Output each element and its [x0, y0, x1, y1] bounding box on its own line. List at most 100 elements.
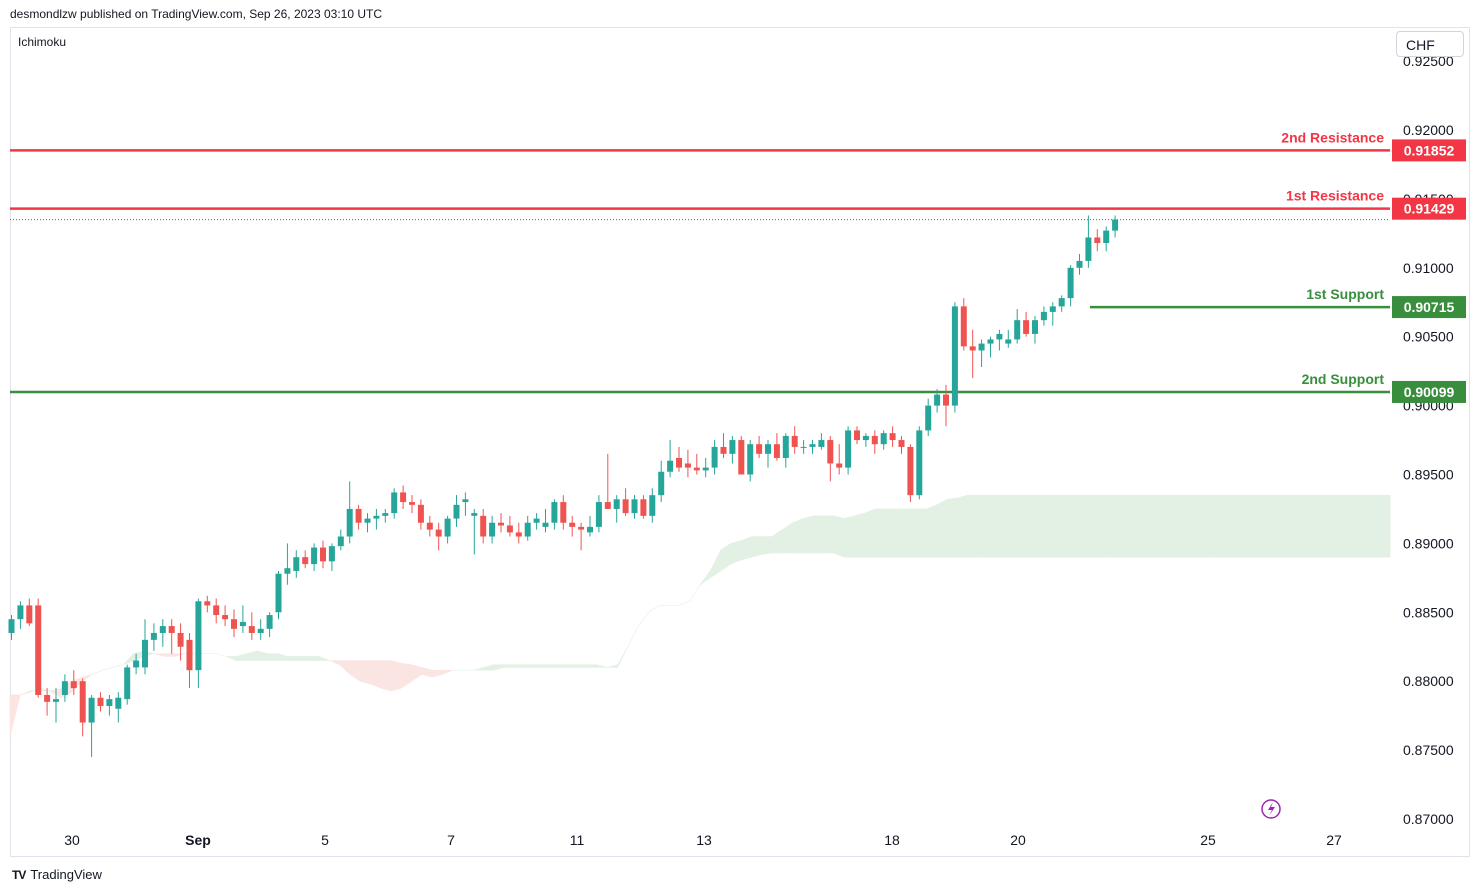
time-axis: 30 Sep 5 7 11 13 18 20 25 27 [64, 832, 1342, 848]
cloud-segment [1297, 494, 1308, 558]
candle-body [800, 446, 807, 448]
level-badge [1392, 197, 1466, 220]
cloud-segment [936, 498, 948, 558]
candle-body [400, 492, 407, 503]
cloud-segment [761, 536, 773, 555]
candle-body [1094, 237, 1101, 243]
candle [934, 389, 941, 413]
candle-body [907, 446, 914, 496]
cloud-segment [1204, 494, 1216, 558]
candle-body [417, 504, 424, 523]
cloud-segment [699, 570, 711, 585]
candle [35, 598, 42, 698]
cloud-segment [267, 653, 279, 661]
price-tick-label: 0.89000 [1403, 535, 1454, 551]
cloud-segment [946, 497, 958, 558]
cloud-segment [1173, 494, 1185, 558]
candle [257, 619, 264, 640]
candle-body [560, 502, 567, 523]
candle-body [809, 444, 816, 447]
candle-body [925, 405, 932, 431]
cloud-segment [504, 664, 515, 668]
cloud-segment [1276, 494, 1288, 558]
candle-body [222, 615, 229, 620]
candle-body [533, 518, 540, 523]
price-tick-label: 0.88500 [1403, 604, 1454, 620]
candle-body [97, 697, 104, 707]
cloud-segment [390, 660, 402, 692]
cloud-segment [596, 664, 608, 668]
cloud-segment [277, 653, 289, 661]
cloud-segment [988, 494, 999, 558]
cloud-segment [514, 664, 526, 668]
candle-body [1014, 320, 1021, 340]
candle-body [373, 515, 380, 519]
candle-body [880, 433, 887, 445]
candle-body [943, 394, 949, 406]
candle-body [257, 628, 264, 633]
cloud-segment [1152, 494, 1164, 558]
candle [604, 453, 611, 509]
cloud-segment [1379, 494, 1391, 558]
price-tick-label: 0.87000 [1403, 811, 1454, 827]
candle [284, 543, 291, 585]
candle-body [44, 694, 51, 702]
cloud-segment [926, 504, 938, 558]
cloud-segment [730, 540, 742, 565]
footer-brand[interactable]: TV TradingView [12, 867, 102, 882]
indicator-name[interactable]: Ichimoku [18, 35, 67, 49]
candle-body [506, 525, 513, 533]
cloud-segment [905, 508, 917, 558]
candle-body [720, 446, 727, 454]
candle [569, 515, 576, 537]
candle [587, 515, 593, 537]
cloud-segment [1194, 494, 1205, 558]
candle-body [293, 557, 300, 571]
candle [1023, 311, 1030, 337]
candle [444, 515, 451, 544]
candle [88, 694, 95, 757]
cloud-segment [709, 550, 721, 579]
cloud-segment [565, 664, 577, 668]
time-tick-label: 30 [64, 832, 80, 848]
candle-body [1067, 267, 1074, 299]
candle-body [578, 526, 585, 530]
candle [204, 595, 211, 613]
candle [435, 522, 442, 551]
cloud-segment [215, 653, 227, 657]
cloud-segment [782, 522, 793, 554]
candle-body [640, 499, 647, 516]
cloud-segment [1327, 494, 1339, 558]
cloud-segment [329, 660, 340, 666]
candle-body [133, 660, 140, 668]
candle-body [1032, 320, 1038, 334]
currency-selector[interactable]: CHF [1396, 31, 1464, 57]
candle-body [1112, 219, 1119, 231]
candle-body [231, 619, 237, 629]
candle-body [124, 667, 131, 700]
cloud-segment [349, 660, 361, 682]
time-tick-label: 20 [1010, 832, 1026, 848]
candle [756, 435, 763, 458]
candle-body [391, 492, 398, 514]
level-badge [1392, 139, 1466, 162]
price-axis: 0.925000.920000.915000.910000.905000.900… [1403, 53, 1454, 827]
candle [631, 495, 638, 519]
candle-body [773, 444, 780, 458]
level-name: 2nd Support [1302, 371, 1385, 387]
candle-body [604, 502, 611, 509]
candle-body [693, 467, 700, 471]
candle [355, 504, 362, 530]
cloud-segment [617, 646, 629, 668]
candle [1005, 329, 1012, 348]
candle [1049, 302, 1056, 326]
cloud-segment [1049, 494, 1061, 558]
cloud-segment [112, 664, 124, 668]
candle-body [142, 639, 148, 668]
cloud-segment [823, 515, 835, 554]
candle [1085, 215, 1092, 268]
candle-body [186, 639, 193, 671]
candle-body [542, 522, 549, 527]
lightning-icon[interactable] [1261, 799, 1281, 819]
